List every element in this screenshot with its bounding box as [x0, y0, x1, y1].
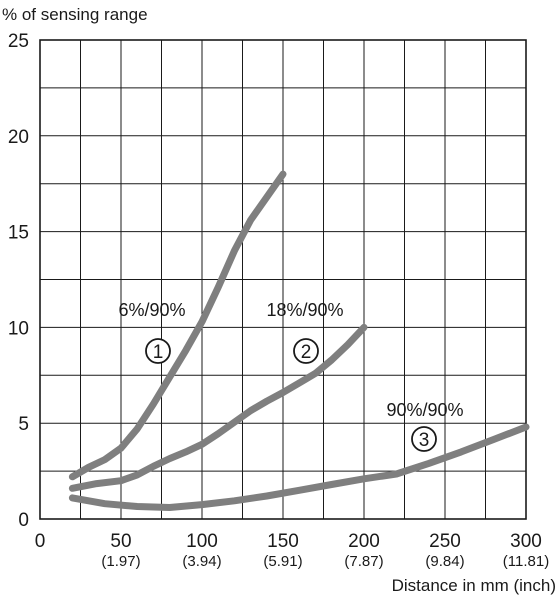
x-axis-title: Distance in mm (inch) — [392, 576, 556, 595]
series-marker-number: 3 — [419, 430, 430, 451]
series-marker-3: 3 — [411, 426, 437, 452]
y-tick-label: 25 — [8, 31, 29, 52]
x-tick-labels: 0 50(1.97)100(3.94)150(5.91)200(7.87)250(… — [35, 531, 550, 570]
x-tick-sublabel: (9.84) — [425, 553, 464, 570]
y-tick-label: 10 — [8, 318, 29, 339]
series-annotations: 6%/90% 1 18%/90% 2 90%/90% 3 — [118, 300, 464, 452]
series-label-1: 6%/90% — [118, 300, 185, 320]
x-tick-label: 50 — [110, 531, 131, 552]
x-tick-sublabel: (1.97) — [101, 553, 140, 570]
series-marker-circle — [145, 338, 171, 364]
x-tick-sublabel: (3.94) — [182, 553, 221, 570]
series-label-3: 90%/90% — [386, 400, 463, 420]
series-marker-2: 2 — [293, 338, 319, 364]
y-tick-label: 5 — [18, 414, 29, 435]
x-tick-sublabel: (11.81) — [503, 553, 549, 570]
x-tick-label: 100 — [186, 531, 218, 552]
x-tick-label: 150 — [267, 531, 299, 552]
series-marker-1: 1 — [145, 338, 171, 364]
y-tick-label: 20 — [8, 127, 29, 148]
y-axis-title: % of sensing range — [2, 5, 148, 24]
plot-frame — [39, 39, 527, 520]
series-marker-number: 1 — [153, 342, 164, 363]
series-lines — [68, 170, 530, 511]
x-tick-label: 0 — [35, 531, 46, 552]
series-line-3 — [68, 423, 530, 511]
series-marker-circle — [411, 426, 437, 452]
series-label-2: 18%/90% — [266, 300, 343, 320]
y-tick-label: 15 — [8, 223, 29, 244]
x-tick-sublabel: (5.91) — [263, 553, 302, 570]
x-tick-label: 250 — [429, 531, 461, 552]
grid — [40, 40, 526, 519]
series-line-1 — [68, 170, 287, 481]
x-tick-sublabel: (7.87) — [344, 553, 383, 570]
series-line-2 — [68, 323, 368, 492]
series-marker-circle — [293, 338, 319, 364]
x-tick-label: 300 — [510, 531, 542, 552]
series-marker-number: 2 — [301, 342, 312, 363]
y-tick-labels: 0 5 10 15 20 25 — [8, 31, 29, 531]
y-tick-label: 0 — [18, 510, 29, 531]
x-tick-label: 200 — [348, 531, 380, 552]
